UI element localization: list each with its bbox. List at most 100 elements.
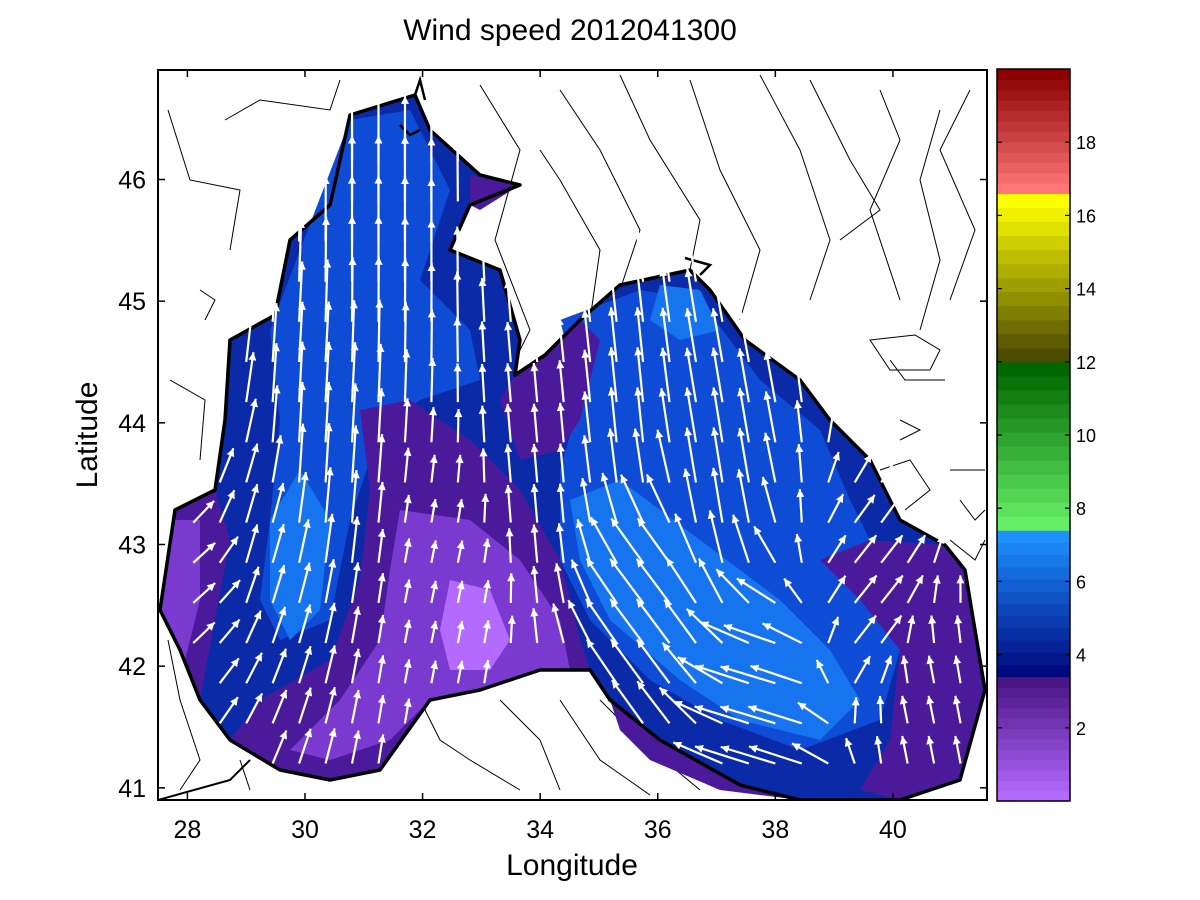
wind-arrow	[192, 582, 216, 604]
wind-arrow	[218, 535, 239, 564]
wind-arrow	[581, 391, 592, 443]
wind-arrow	[218, 447, 235, 483]
wind-arrow	[737, 427, 750, 483]
wind-arrow	[645, 473, 671, 524]
wind-arrow	[684, 427, 698, 483]
wind-arrow	[851, 697, 860, 724]
colorbar-segment	[997, 221, 1070, 237]
wind-arrow	[682, 468, 698, 523]
wind-arrow	[581, 349, 592, 403]
wind-arrow	[952, 695, 962, 724]
wind-arrow	[827, 616, 840, 644]
wind-arrow	[478, 321, 487, 363]
wind-arrow	[736, 468, 750, 523]
colorbar-tick-label: 8	[1076, 499, 1086, 519]
colorbar-segment	[997, 718, 1070, 730]
wind-arrow	[761, 622, 803, 645]
wind-arrow	[555, 317, 565, 363]
colorbar-segment	[997, 603, 1070, 617]
wind-arrow	[900, 655, 909, 684]
wind-arrow	[504, 322, 513, 363]
wind-arrow	[954, 615, 963, 644]
wind-arrow	[610, 517, 644, 564]
colorbar-segment	[997, 235, 1070, 251]
wind-arrow	[899, 735, 909, 764]
wind-arrow	[697, 557, 724, 604]
wind-arrow	[585, 598, 618, 644]
plot-area	[158, 70, 987, 800]
wind-arrow	[245, 652, 263, 684]
wind-arrow	[245, 308, 256, 363]
wind-arrow	[298, 687, 313, 724]
wind-arrow	[710, 308, 724, 363]
colorbar-segment	[997, 707, 1070, 719]
wind-arrow	[377, 572, 386, 604]
wind-arrow	[880, 494, 903, 524]
wind-arrow	[853, 655, 871, 684]
colorbar-segment	[997, 759, 1070, 771]
x-tick-label: 38	[761, 816, 789, 844]
wind-arrow	[659, 347, 671, 403]
chart-title: Wind speed 2012041300	[403, 14, 737, 47]
wind-arrow	[298, 728, 312, 764]
colorbar-segment	[997, 89, 1070, 101]
colorbar-segment	[997, 554, 1070, 568]
wind-arrow	[710, 387, 724, 443]
wind-arrow	[481, 493, 490, 523]
wind-arrow	[853, 574, 878, 604]
colorbar-segment	[997, 769, 1070, 781]
wind-arrow	[672, 741, 723, 765]
y-tick-label: 42	[118, 653, 146, 681]
wind-arrow	[737, 387, 750, 443]
wind-arrow	[794, 400, 803, 443]
colorbar-segment	[997, 403, 1070, 419]
wind-arrow	[504, 444, 513, 483]
wind-arrow	[906, 534, 927, 564]
wind-arrow	[815, 659, 830, 684]
wind-arrow	[374, 95, 383, 162]
wind-arrow	[581, 309, 592, 363]
wind-arrow	[674, 513, 697, 564]
wind-arrow	[783, 577, 803, 604]
wind-arrow	[456, 620, 465, 644]
wind-arrow	[530, 566, 539, 604]
wind-arrow	[453, 226, 462, 282]
colorbar-tick-label: 2	[1076, 719, 1086, 739]
wind-arrow	[430, 580, 439, 604]
wind-arrow	[684, 229, 698, 282]
colorbar-segment	[997, 162, 1070, 174]
wind-arrow	[479, 448, 488, 483]
wind-arrow	[504, 363, 513, 403]
wind-arrow	[530, 403, 539, 443]
wind-arrow	[710, 427, 724, 483]
wind-arrow	[763, 351, 777, 403]
wind-arrow	[377, 734, 386, 764]
y-tick-label: 43	[118, 532, 146, 560]
wind-arrow	[218, 579, 241, 604]
wind-arrow	[403, 698, 412, 724]
wind-arrow	[271, 606, 287, 644]
wind-arrow	[636, 680, 671, 725]
colorbar-tick-label: 6	[1076, 572, 1086, 592]
wind-arrow	[556, 402, 565, 443]
x-tick-label: 40	[879, 816, 907, 844]
wind-arrow	[673, 700, 723, 725]
wind-arrow	[348, 95, 357, 162]
wind-arrow	[429, 454, 438, 483]
wind-arrow	[456, 498, 465, 523]
wind-arrow	[218, 657, 240, 684]
wind-arrow	[933, 534, 945, 564]
wind-arrow	[453, 363, 462, 403]
colorbar-segment	[997, 664, 1070, 678]
wind-arrow	[350, 606, 361, 644]
wind-arrow	[926, 695, 936, 724]
wind-arrow	[795, 443, 804, 483]
wind-arrow	[218, 489, 236, 524]
wind-arrow	[530, 608, 539, 644]
wind-arrow	[607, 387, 618, 443]
wind-arrow	[707, 510, 724, 564]
colorbar-segment	[997, 193, 1070, 209]
wind-arrow	[403, 538, 412, 563]
wind-arrow	[430, 660, 439, 684]
wind-arrow	[403, 447, 412, 483]
